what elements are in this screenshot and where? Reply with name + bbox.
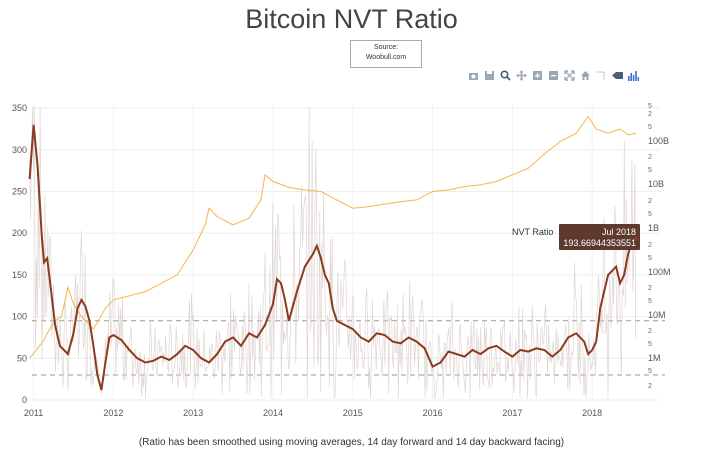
- x-tick-label: 2012: [103, 408, 123, 418]
- tooltip-value: 193.66944353551: [563, 238, 636, 248]
- y-tick-label: 50: [17, 353, 27, 363]
- x-axis: 2011 2012 2013 2014 2015 2016 2017 2018: [24, 408, 602, 418]
- tooltip-date: Jul 2018: [602, 227, 636, 237]
- raw-ratio-noise: [29, 106, 637, 399]
- zoom-in-icon[interactable]: [529, 68, 545, 82]
- grid: [32, 104, 660, 401]
- spike-lines-icon[interactable]: [593, 68, 609, 82]
- right-minor-tick-label: 5: [648, 341, 652, 348]
- camera-icon[interactable]: [465, 68, 481, 82]
- modebar: [465, 68, 641, 82]
- right-major-tick-label: 1M: [648, 353, 661, 363]
- x-tick-label: 2018: [582, 408, 602, 418]
- hover-tooltip: NVT Ratio Jul 2018 193.66944353551: [512, 224, 640, 250]
- right-minor-tick-label: 2: [648, 154, 652, 161]
- y-tick-label: 150: [12, 270, 27, 280]
- right-major-tick-label: 10B: [648, 179, 664, 189]
- market-cap-line: [29, 115, 637, 359]
- x-tick-label: 2013: [183, 408, 203, 418]
- right-major-tick-label: 10M: [648, 310, 666, 320]
- nvt-ratio-line: [28, 124, 637, 391]
- chart-title: Bitcoin NVT Ratio: [245, 4, 458, 34]
- y-axis-left: 0 50 100 150 200 250 300 350: [12, 103, 27, 405]
- y-tick-label: 0: [22, 395, 27, 405]
- zoom-out-icon[interactable]: [545, 68, 561, 82]
- tooltip-series-name: NVT Ratio: [512, 227, 553, 237]
- x-tick-label: 2014: [263, 408, 283, 418]
- right-minor-tick-label: 2: [648, 383, 652, 390]
- right-minor-tick-label: 5: [648, 368, 652, 375]
- right-minor-tick-label: 2: [648, 285, 652, 292]
- right-minor-tick-label: 5: [648, 211, 652, 218]
- x-tick-label: 2017: [502, 408, 522, 418]
- plotly-logo-icon[interactable]: [625, 68, 641, 82]
- save-icon[interactable]: [481, 68, 497, 82]
- autoscale-icon[interactable]: [561, 68, 577, 82]
- source-label: Source:: [373, 44, 399, 51]
- raw-ratio-path: [29, 106, 637, 399]
- right-minor-tick-label: 5: [648, 298, 652, 305]
- y-tick-label: 300: [12, 145, 27, 155]
- right-minor-tick-label: 2: [648, 198, 652, 205]
- right-minor-tick-label: 2: [648, 111, 652, 118]
- x-tick-label: 2016: [423, 408, 443, 418]
- y-tick-label: 100: [12, 312, 27, 322]
- right-major-tick-label: 100B: [648, 136, 669, 146]
- right-minor-tick-label: 2: [648, 242, 652, 249]
- source-value: Woobull.com: [365, 54, 407, 61]
- y-tick-label: 250: [12, 187, 27, 197]
- zoom-icon[interactable]: [497, 68, 513, 82]
- right-minor-tick-label: 5: [648, 255, 652, 262]
- right-minor-tick-label: 2: [648, 328, 652, 335]
- home-icon[interactable]: [577, 68, 593, 82]
- source-annotation: Source: Woobull.com: [350, 40, 422, 68]
- tooltip-box: [559, 224, 640, 250]
- right-major-tick-label: 100M: [648, 267, 671, 277]
- right-minor-tick-label: 5: [648, 167, 652, 174]
- footnote: (Ratio has been smoothed using moving av…: [138, 437, 565, 448]
- tooltip-marker: [634, 236, 639, 241]
- y-tick-label: 350: [12, 103, 27, 113]
- y-tick-label: 200: [12, 228, 27, 238]
- pan-icon[interactable]: [513, 68, 529, 82]
- reference-lines: [32, 320, 665, 376]
- right-major-tick-label: 1B: [648, 223, 659, 233]
- x-tick-label: 2011: [24, 408, 43, 418]
- right-minor-tick-label: 5: [648, 124, 652, 131]
- right-minor-tick-label: 5: [648, 103, 652, 110]
- x-tick-label: 2015: [343, 408, 363, 418]
- hover-closest-icon[interactable]: [609, 68, 625, 82]
